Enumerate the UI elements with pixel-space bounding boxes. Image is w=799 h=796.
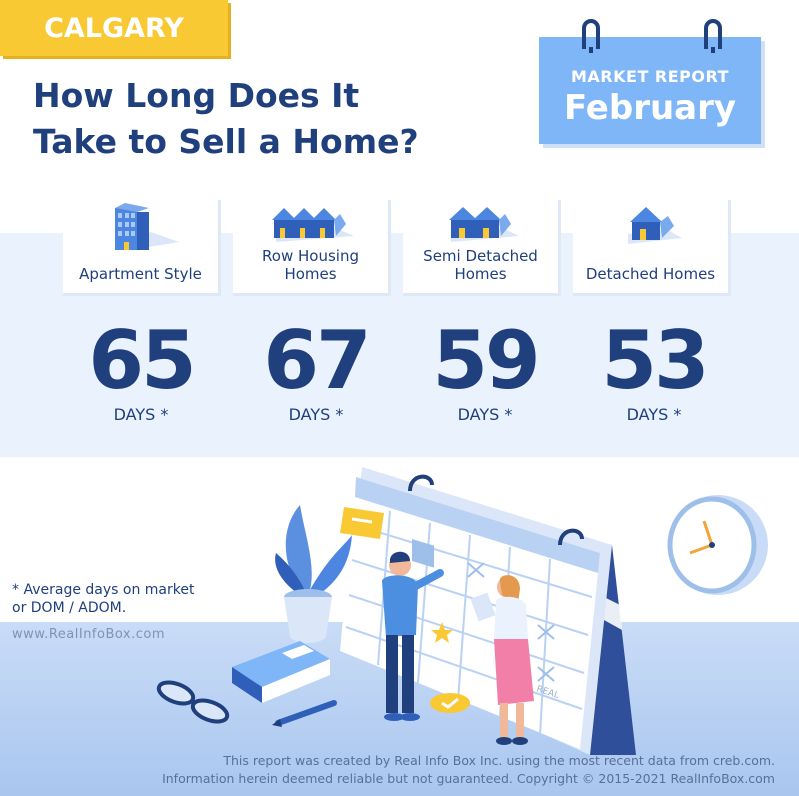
row-houses-icon [271,208,354,242]
days-unit: DAYS * [288,405,344,424]
days-unit: DAYS * [113,405,169,424]
glasses-icon [156,680,230,724]
copyright-line: This report was created by Real Info Box… [223,753,775,768]
page-title: How Long Does It Take to Sell a Home? [33,73,503,165]
sticky-note [340,507,384,539]
category-card-apartment: Apartment Style [63,200,221,296]
city-tag: CALGARY [0,0,228,56]
calendar-ring-icon [582,19,600,53]
category-label: Semi Detached Homes [407,247,554,283]
category-card-semi-detached: Semi Detached Homes [403,200,561,296]
plant-icon [285,505,312,590]
woman-figure [470,575,534,745]
footnote-line: * Average days on market [12,582,195,598]
category-label-line: Homes [454,265,507,283]
days-unit: DAYS * [626,405,682,424]
category-label-line: Semi Detached [423,247,538,265]
title-line-2: Take to Sell a Home? [33,122,419,161]
category-card-row-housing: Row Housing Homes [233,200,391,296]
clipboard-icon [470,592,496,622]
category-label: Row Housing Homes [237,247,384,283]
days-value: 53 [601,314,709,407]
category-card-detached: Detached Homes [573,200,731,296]
category-label-line: Homes [284,265,337,283]
days-unit: DAYS * [457,405,513,424]
calendar-ring-icon [558,528,584,546]
category-label-line: Row Housing [262,247,359,265]
days-value: 67 [263,314,371,407]
category-label: Apartment Style [67,265,214,283]
footnote-line: or DOM / ADOM. [12,600,127,616]
days-value: 59 [432,314,540,407]
footnote: * Average days on market or DOM / ADOM. [12,581,222,617]
star-icon [431,622,453,643]
stat-detached: 53 DAYS * [569,314,739,425]
semi-detached-icon [448,207,519,242]
days-value: 65 [88,314,196,407]
calendar-ring-icon [704,19,722,53]
market-report-badge: MARKET REPORT February [539,19,761,144]
report-month: February [563,88,737,128]
website-link[interactable]: www.RealInfoBox.com [12,627,166,642]
copyright-line: Information herein deemed reliable but n… [162,771,775,786]
man-figure [382,551,444,721]
stat-row-housing: 67 DAYS * [231,314,401,425]
category-label-line: Apartment Style [79,265,202,283]
title-line-1: How Long Does It [33,76,360,115]
check-coin-icon [430,693,470,713]
category-label-line: Detached Homes [585,265,716,283]
copyright-notice: This report was created by Real Info Box… [75,752,775,788]
stat-apartment: 65 DAYS * [56,314,226,425]
category-label: Detached Homes [577,265,724,283]
report-label: MARKET REPORT [570,67,730,86]
clock-icon [667,495,768,595]
calendar-illustration: REAL [156,467,768,755]
detached-house-icon [627,207,682,244]
calendar-ring-icon [408,474,434,492]
pencil-icon [275,700,337,726]
stat-semi-detached: 59 DAYS * [400,314,570,425]
apartment-building-icon [114,203,179,250]
